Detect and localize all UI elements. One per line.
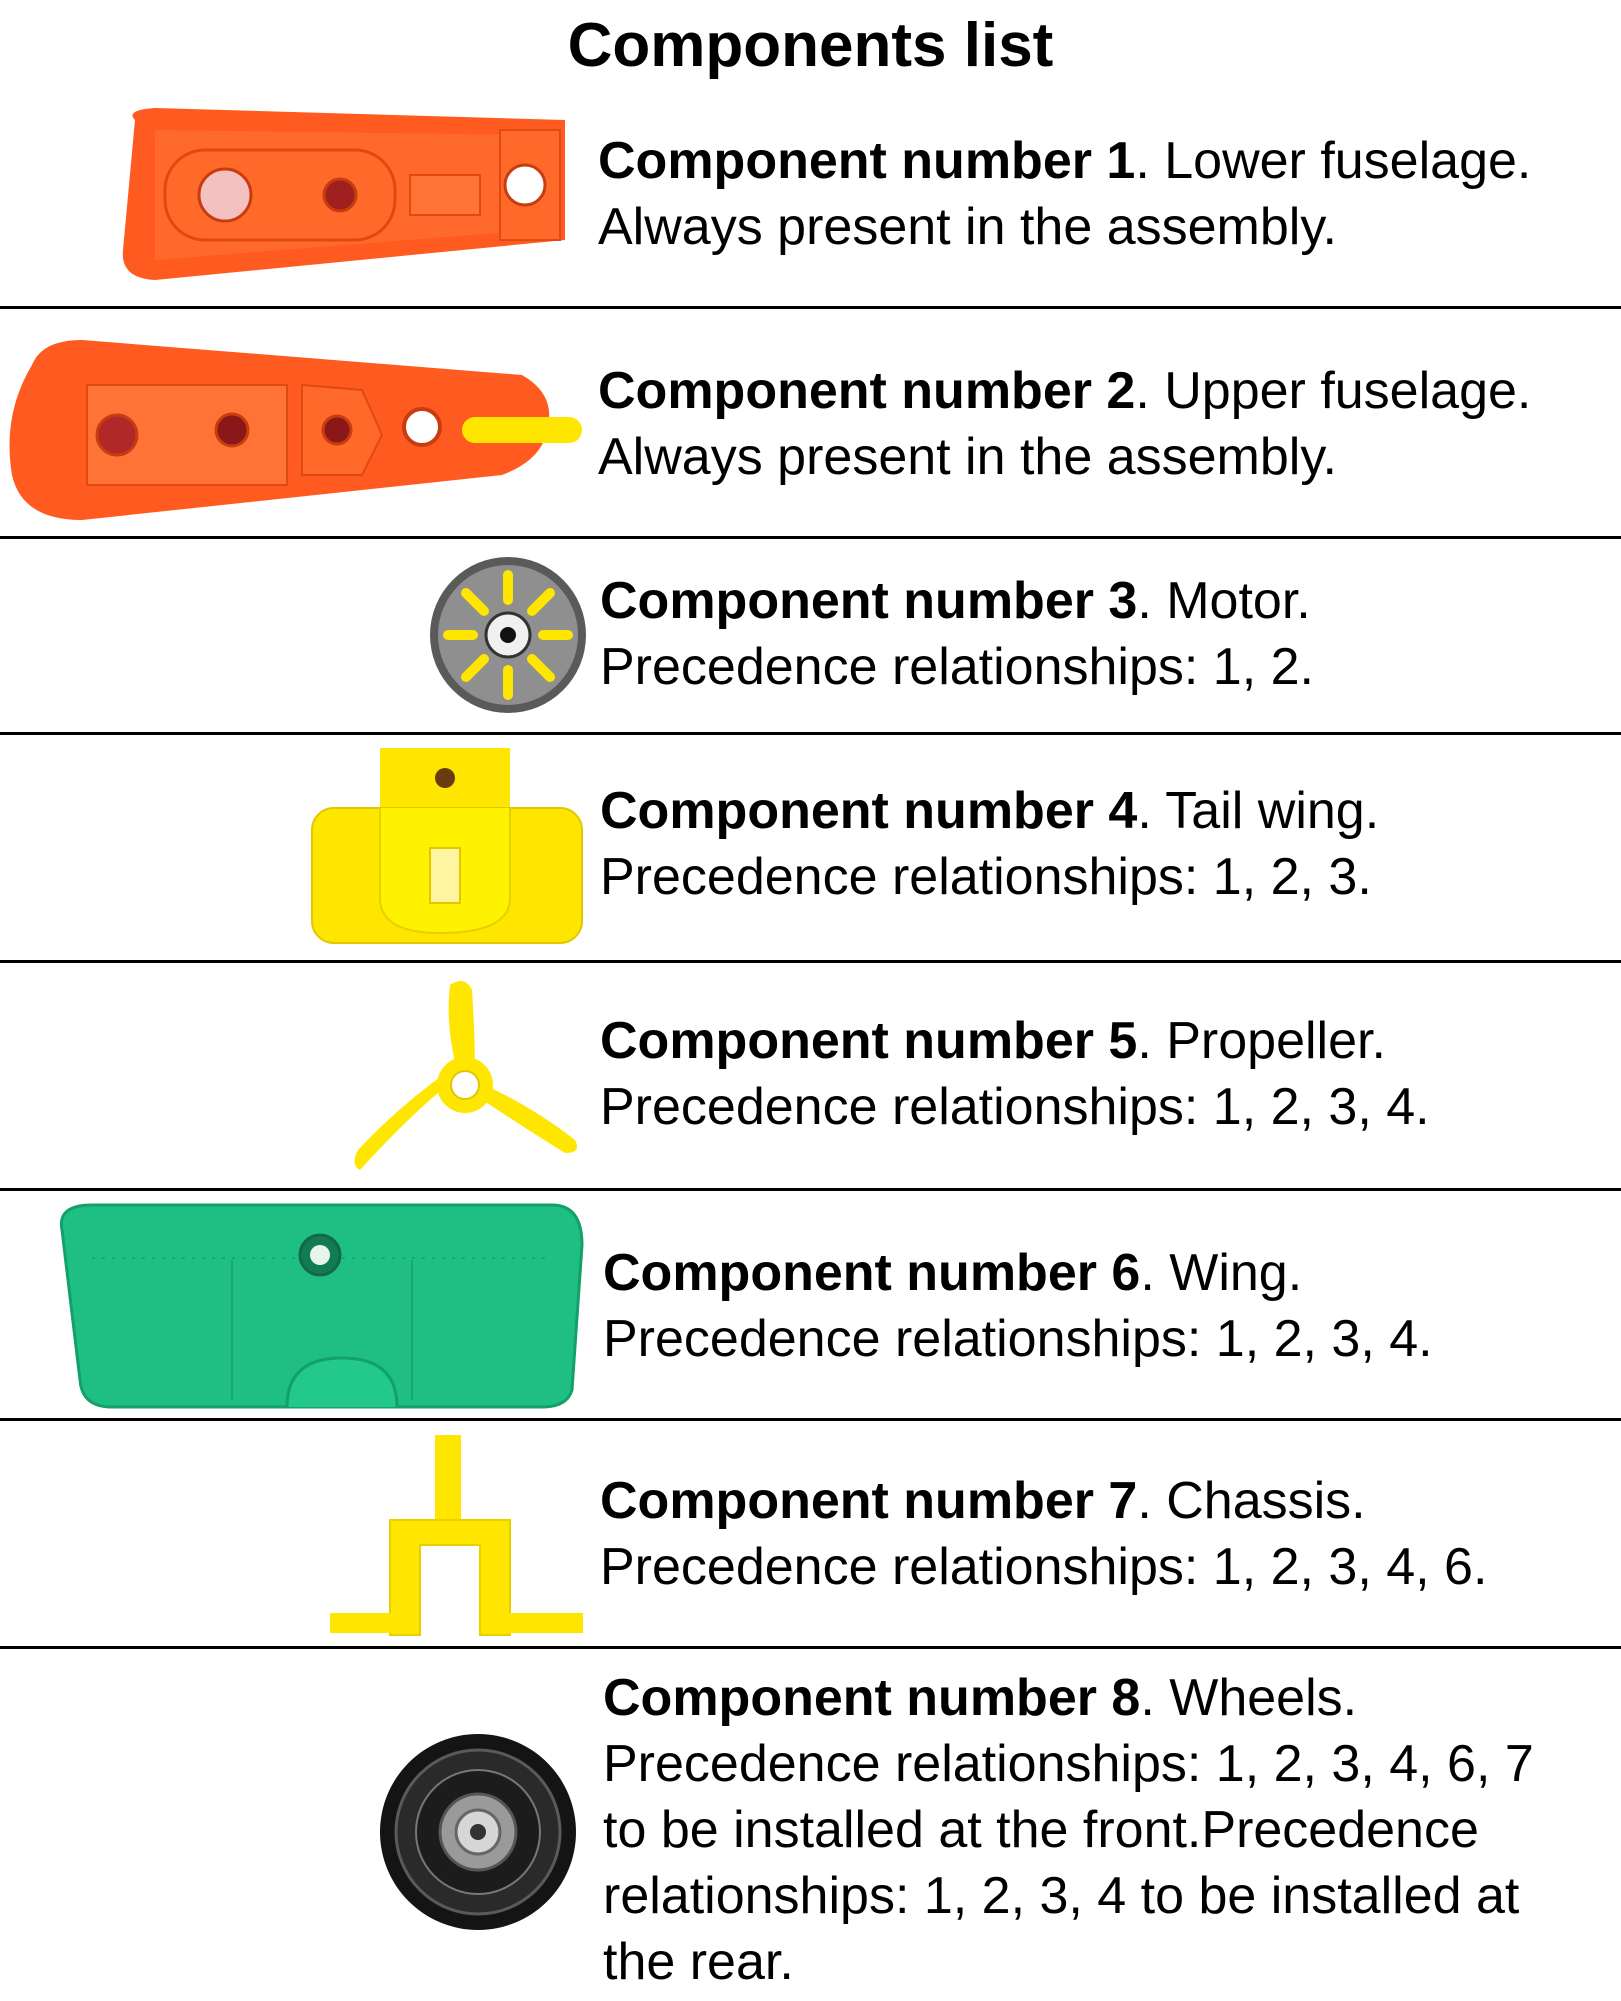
- component-details: Precedence relationships: 1, 2, 3.: [600, 848, 1372, 906]
- component-details: Always present in the assembly.: [598, 198, 1337, 256]
- tail-wing-icon: [310, 748, 585, 948]
- lower-fuselage-icon: [115, 100, 570, 285]
- component-details: Precedence relationships: 1, 2.: [600, 638, 1314, 696]
- component-name: . Wing.: [1140, 1244, 1303, 1302]
- divider: [0, 732, 1621, 735]
- component-6-text: Component number 6. Wing. Precedence rel…: [603, 1240, 1433, 1372]
- component-number-label: Component number 7: [600, 1472, 1138, 1530]
- component-7-text: Component number 7. Chassis. Precedence …: [600, 1468, 1487, 1600]
- component-name: . Wheels.: [1140, 1669, 1358, 1727]
- motor-icon: [428, 555, 588, 715]
- component-details: Precedence relationships: 1, 2, 3, 4.: [600, 1078, 1430, 1136]
- component-number-label: Component number 4: [600, 782, 1138, 840]
- component-name: . Chassis.: [1137, 1472, 1366, 1530]
- component-3-text: Component number 3. Motor. Precedence re…: [600, 568, 1314, 700]
- propeller-icon: [350, 975, 585, 1175]
- component-number-label: Component number 5: [600, 1012, 1138, 1070]
- upper-fuselage-icon: [2, 335, 587, 523]
- component-1-text: Component number 1. Lower fuselage. Alwa…: [598, 128, 1531, 260]
- divider: [0, 1418, 1621, 1421]
- divider: [0, 1188, 1621, 1191]
- component-details: Precedence relationships: 1, 2, 3, 4, 6.: [600, 1538, 1488, 1596]
- component-2-text: Component number 2. Upper fuselage. Alwa…: [598, 358, 1531, 490]
- component-5-text: Component number 5. Propeller. Precedenc…: [600, 1008, 1430, 1140]
- component-details: Precedence relationships: 1, 2, 3, 4, 6,…: [603, 1735, 1534, 1793]
- component-details: relationships: 1, 2, 3, 4 to be installe…: [603, 1867, 1520, 1925]
- component-4-text: Component number 4. Tail wing. Precedenc…: [600, 778, 1379, 910]
- component-8-text: Component number 8. Wheels. Precedence r…: [603, 1665, 1534, 1995]
- component-details: the rear.: [603, 1933, 794, 1991]
- chassis-icon: [330, 1435, 585, 1645]
- component-number-label: Component number 1: [598, 132, 1136, 190]
- component-number-label: Component number 3: [600, 572, 1138, 630]
- component-details: Precedence relationships: 1, 2, 3, 4.: [603, 1310, 1433, 1368]
- divider: [0, 960, 1621, 963]
- component-name: . Lower fuselage.: [1135, 132, 1532, 190]
- component-number-label: Component number 2: [598, 362, 1136, 420]
- page-title: Components list: [567, 11, 1054, 80]
- component-details: to be installed at the front.Precedence: [603, 1801, 1479, 1859]
- component-number-label: Component number 8: [603, 1669, 1141, 1727]
- component-name: . Propeller.: [1137, 1012, 1386, 1070]
- wing-icon: [52, 1200, 587, 1410]
- divider: [0, 536, 1621, 539]
- divider: [0, 1646, 1621, 1649]
- divider: [0, 306, 1621, 309]
- component-name: . Tail wing.: [1137, 782, 1380, 840]
- component-name: . Upper fuselage.: [1135, 362, 1532, 420]
- component-name: . Motor.: [1137, 572, 1311, 630]
- component-details: Always present in the assembly.: [598, 428, 1337, 486]
- wheels-icon: [378, 1732, 578, 1932]
- component-number-label: Component number 6: [603, 1244, 1141, 1302]
